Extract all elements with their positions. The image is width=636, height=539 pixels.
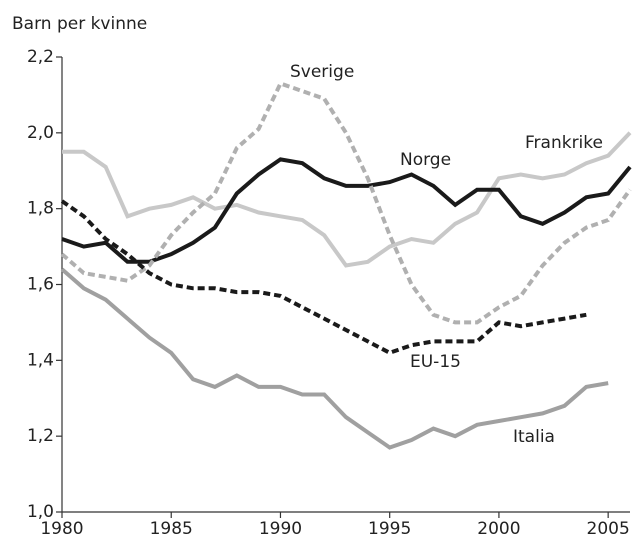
series-line xyxy=(60,199,587,355)
x-tick-label: 1995 xyxy=(368,519,411,539)
y-tick-label: 2,2 xyxy=(27,47,54,67)
series-label: Sverige xyxy=(290,62,354,82)
series-label: Italia xyxy=(513,427,555,447)
series-line xyxy=(62,131,632,268)
series-line xyxy=(60,81,632,325)
x-tick-label: 1980 xyxy=(40,519,83,539)
series-label: EU-15 xyxy=(410,352,461,372)
x-tick-label: 1985 xyxy=(150,519,193,539)
x-tick-label: 2000 xyxy=(477,519,520,539)
y-tick-label: 2,0 xyxy=(27,123,54,143)
y-tick-label: 1,6 xyxy=(27,275,54,295)
y-tick-label: 1,0 xyxy=(27,502,54,522)
x-tick-label: 1990 xyxy=(259,519,302,539)
x-tick-label: 2005 xyxy=(587,519,630,539)
y-tick-label: 1,2 xyxy=(27,426,54,446)
series-line xyxy=(61,157,632,264)
y-tick-label: 1,4 xyxy=(27,350,54,370)
series-line xyxy=(60,267,609,450)
series-label: Norge xyxy=(400,150,451,170)
series-label: Frankrike xyxy=(525,133,603,153)
y-axis-label: Barn per kvinne xyxy=(12,14,147,34)
y-tick-label: 1,8 xyxy=(27,199,54,219)
